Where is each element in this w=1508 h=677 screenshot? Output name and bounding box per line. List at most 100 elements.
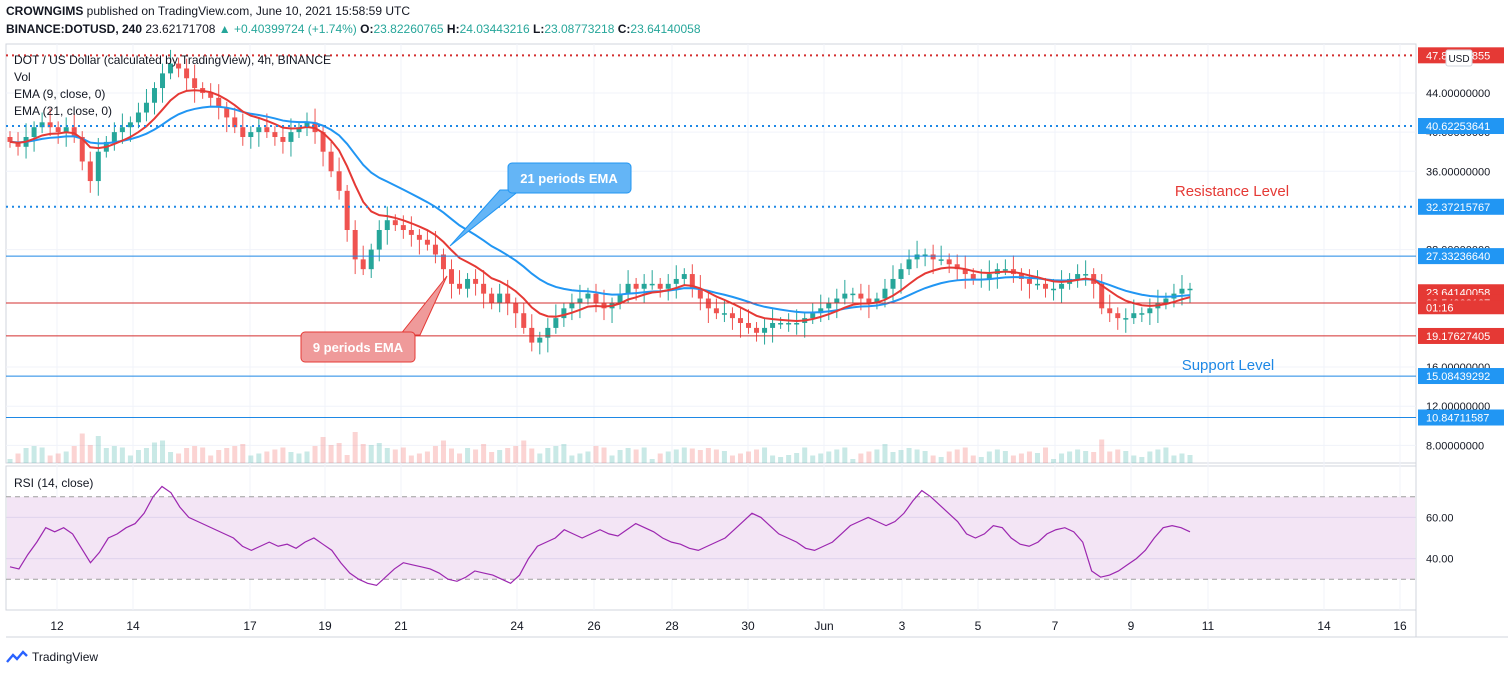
price-label-text: 19.17627405 — [1426, 331, 1490, 343]
volume-bar — [826, 451, 832, 463]
volume-bar — [192, 446, 198, 463]
volume-bar — [577, 453, 583, 463]
volume-bar — [625, 448, 631, 463]
ema9-legend: EMA (9, close, 0) — [14, 87, 106, 101]
candle-body — [320, 132, 326, 152]
price-label-box — [1418, 368, 1504, 385]
candle-body — [1123, 318, 1129, 320]
volume-bar — [160, 440, 166, 463]
candle-body — [577, 298, 583, 304]
candle-body — [890, 278, 896, 289]
volume-bar — [352, 432, 358, 463]
candle-body — [617, 293, 623, 304]
volume-bar — [737, 453, 743, 463]
volume-bar — [810, 455, 816, 463]
candle-body — [665, 283, 671, 289]
candle-body — [633, 283, 639, 289]
volume-bar — [1067, 451, 1073, 463]
price-label-box — [1418, 327, 1504, 344]
volume-bar — [497, 450, 503, 463]
candle-body — [697, 288, 703, 299]
volume-bar — [392, 449, 398, 463]
volume-bar — [705, 448, 711, 463]
candle-body — [95, 151, 101, 182]
tradingview-footer[interactable]: TradingView — [6, 650, 98, 664]
volume-bar — [866, 451, 872, 463]
candle-body — [408, 230, 414, 235]
volume-bar — [296, 453, 302, 463]
candle-body — [1002, 269, 1008, 271]
volume-bar — [513, 446, 519, 463]
candle-body — [826, 303, 832, 309]
candle-body — [336, 171, 342, 191]
volume-bar — [1043, 447, 1049, 463]
candle-body — [1131, 313, 1137, 319]
volume-bar — [617, 450, 623, 463]
volume-bar — [473, 449, 479, 463]
x-tick-label: 26 — [587, 619, 601, 633]
candle-body — [1163, 298, 1169, 304]
volume-bar — [1179, 453, 1185, 463]
volume-bar — [697, 450, 703, 463]
candle-body — [208, 92, 214, 98]
candle-body — [143, 102, 149, 113]
candle-body — [737, 318, 743, 324]
candle-body — [360, 259, 366, 270]
candle-body — [400, 225, 406, 231]
candle-body — [111, 132, 117, 142]
volume-bar — [1171, 455, 1177, 463]
volume-bar — [344, 455, 350, 463]
volume-bar — [1002, 451, 1008, 463]
candle-body — [15, 141, 21, 147]
candle-body — [328, 151, 334, 172]
candle-body — [569, 303, 575, 309]
volume-bar — [320, 437, 326, 463]
candle-body — [119, 127, 125, 133]
volume-bar — [537, 453, 543, 463]
volume-bar — [400, 447, 406, 463]
ema21-legend: EMA (21, close, 0) — [14, 104, 113, 118]
candle-body — [585, 293, 591, 299]
candle-body — [713, 308, 719, 314]
candle-body — [232, 117, 238, 128]
candle-body — [151, 88, 157, 103]
candle-body — [986, 274, 992, 279]
candle-body — [47, 122, 53, 128]
volume-bar — [360, 444, 366, 463]
last-price: 23.62171708 — [145, 22, 216, 36]
volume-bar — [176, 453, 182, 463]
candle-body — [746, 323, 752, 328]
volume-bar — [553, 446, 559, 463]
volume-bar — [376, 443, 382, 463]
volume-bar — [184, 448, 190, 463]
volume-bar — [802, 447, 808, 463]
candle-body — [344, 190, 350, 231]
candle-body — [681, 274, 687, 279]
volume-bar — [256, 453, 262, 463]
candle-body — [938, 259, 944, 261]
candle-body — [416, 234, 422, 240]
volume-bar — [384, 448, 390, 463]
close-value: 23.64140058 — [630, 22, 701, 36]
volume-bar — [930, 455, 936, 463]
x-tick-label: Jun — [814, 619, 833, 633]
volume-bar — [818, 453, 824, 463]
x-tick-label: 17 — [243, 619, 257, 633]
candle-body — [272, 132, 278, 138]
volume-bar — [842, 447, 848, 463]
open-value: 23.82260765 — [373, 22, 444, 36]
candle-body — [87, 161, 93, 182]
ema21-line — [9, 105, 1191, 314]
price-tick-label: 44.00000000 — [1426, 88, 1490, 100]
x-tick-label: 14 — [126, 619, 140, 633]
x-tick-label: 7 — [1052, 619, 1059, 633]
candle-body — [914, 254, 920, 260]
x-tick-label: 11 — [1202, 619, 1215, 633]
candle-body — [1043, 283, 1049, 289]
volume-bar — [649, 459, 655, 463]
x-tick-label: 24 — [510, 619, 524, 633]
candle-body — [962, 269, 968, 275]
x-tick-label: 14 — [1317, 619, 1331, 633]
candle-body — [1139, 313, 1145, 315]
